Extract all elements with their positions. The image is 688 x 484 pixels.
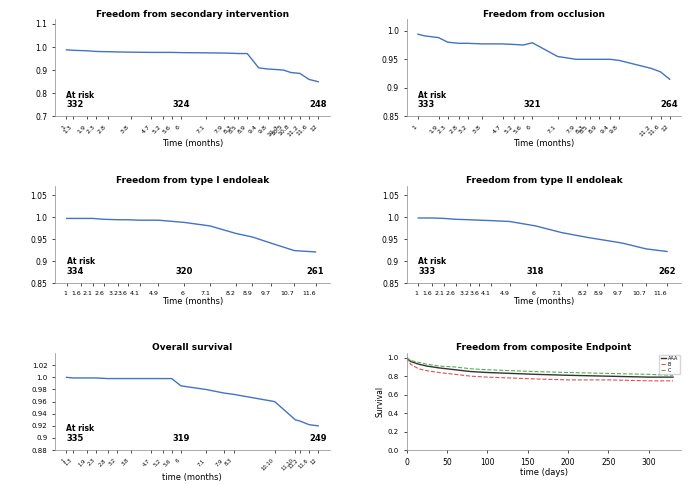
Text: 261: 261 [307,267,324,276]
Text: 318: 318 [527,267,544,276]
X-axis label: time (days): time (days) [520,468,568,477]
C [564,370,572,376]
Title: Freedom from type II endoleak: Freedom from type II endoleak [466,177,622,185]
Text: At risk: At risk [418,91,446,100]
C [467,366,475,372]
AAA [451,367,459,373]
AAA [604,373,612,379]
B [604,377,612,383]
AAA [435,365,443,371]
Text: 334: 334 [67,267,84,276]
X-axis label: Time (months): Time (months) [162,138,223,148]
B [467,373,475,379]
X-axis label: Time (months): Time (months) [162,297,223,306]
Text: 333: 333 [418,100,436,109]
Text: 264: 264 [661,100,678,109]
AAA [402,355,411,361]
Title: Overall survival: Overall survival [152,343,233,352]
AAA [483,370,491,376]
B [402,355,411,361]
Title: Freedom from occlusion: Freedom from occlusion [483,10,605,18]
AAA [422,363,431,369]
B [451,371,459,377]
C [604,371,612,377]
AAA [532,371,540,377]
Line: C: C [407,358,673,375]
AAA [564,372,572,378]
Title: Freedom from type I endoleak: Freedom from type I endoleak [116,177,269,185]
AAA [407,359,415,364]
Text: At risk: At risk [418,257,447,266]
Line: AAA: AAA [407,358,673,377]
B [564,377,572,383]
C [483,367,491,373]
Title: Freedom from composite Endpoint: Freedom from composite Endpoint [456,343,632,352]
B [414,366,422,372]
Text: 324: 324 [172,100,190,109]
B [422,368,431,374]
AAA [669,374,677,380]
C [532,369,540,375]
AAA [507,371,515,377]
C [402,355,411,361]
B [407,361,415,367]
Text: 333: 333 [418,267,436,276]
Text: At risk: At risk [67,91,95,100]
Title: Freedom from secondary intervention: Freedom from secondary intervention [96,10,289,18]
C [435,363,443,369]
C [407,358,415,363]
C [422,361,431,367]
Text: At risk: At risk [67,257,95,266]
B [507,375,515,381]
B [669,378,677,384]
Text: 249: 249 [310,434,327,443]
Text: 248: 248 [310,100,327,109]
C [414,360,422,365]
Text: 321: 321 [524,100,541,109]
AAA [645,374,653,380]
Text: 332: 332 [67,100,84,109]
X-axis label: time (months): time (months) [162,473,222,483]
B [645,378,653,384]
Line: B: B [407,358,673,381]
Text: 320: 320 [175,267,193,276]
C [451,364,459,370]
B [532,376,540,382]
B [435,370,443,376]
Text: 335: 335 [67,434,84,443]
Text: At risk: At risk [67,424,95,433]
C [645,371,653,377]
C [507,368,515,374]
Legend: AAA, B, C: AAA, B, C [659,355,680,375]
B [483,374,491,380]
AAA [414,361,422,367]
X-axis label: Time (months): Time (months) [513,138,574,148]
Y-axis label: Survival: Survival [376,386,385,417]
AAA [467,369,475,375]
Text: 262: 262 [658,267,676,276]
C [669,372,677,378]
Text: 319: 319 [172,434,190,443]
X-axis label: Time (months): Time (months) [513,297,574,306]
